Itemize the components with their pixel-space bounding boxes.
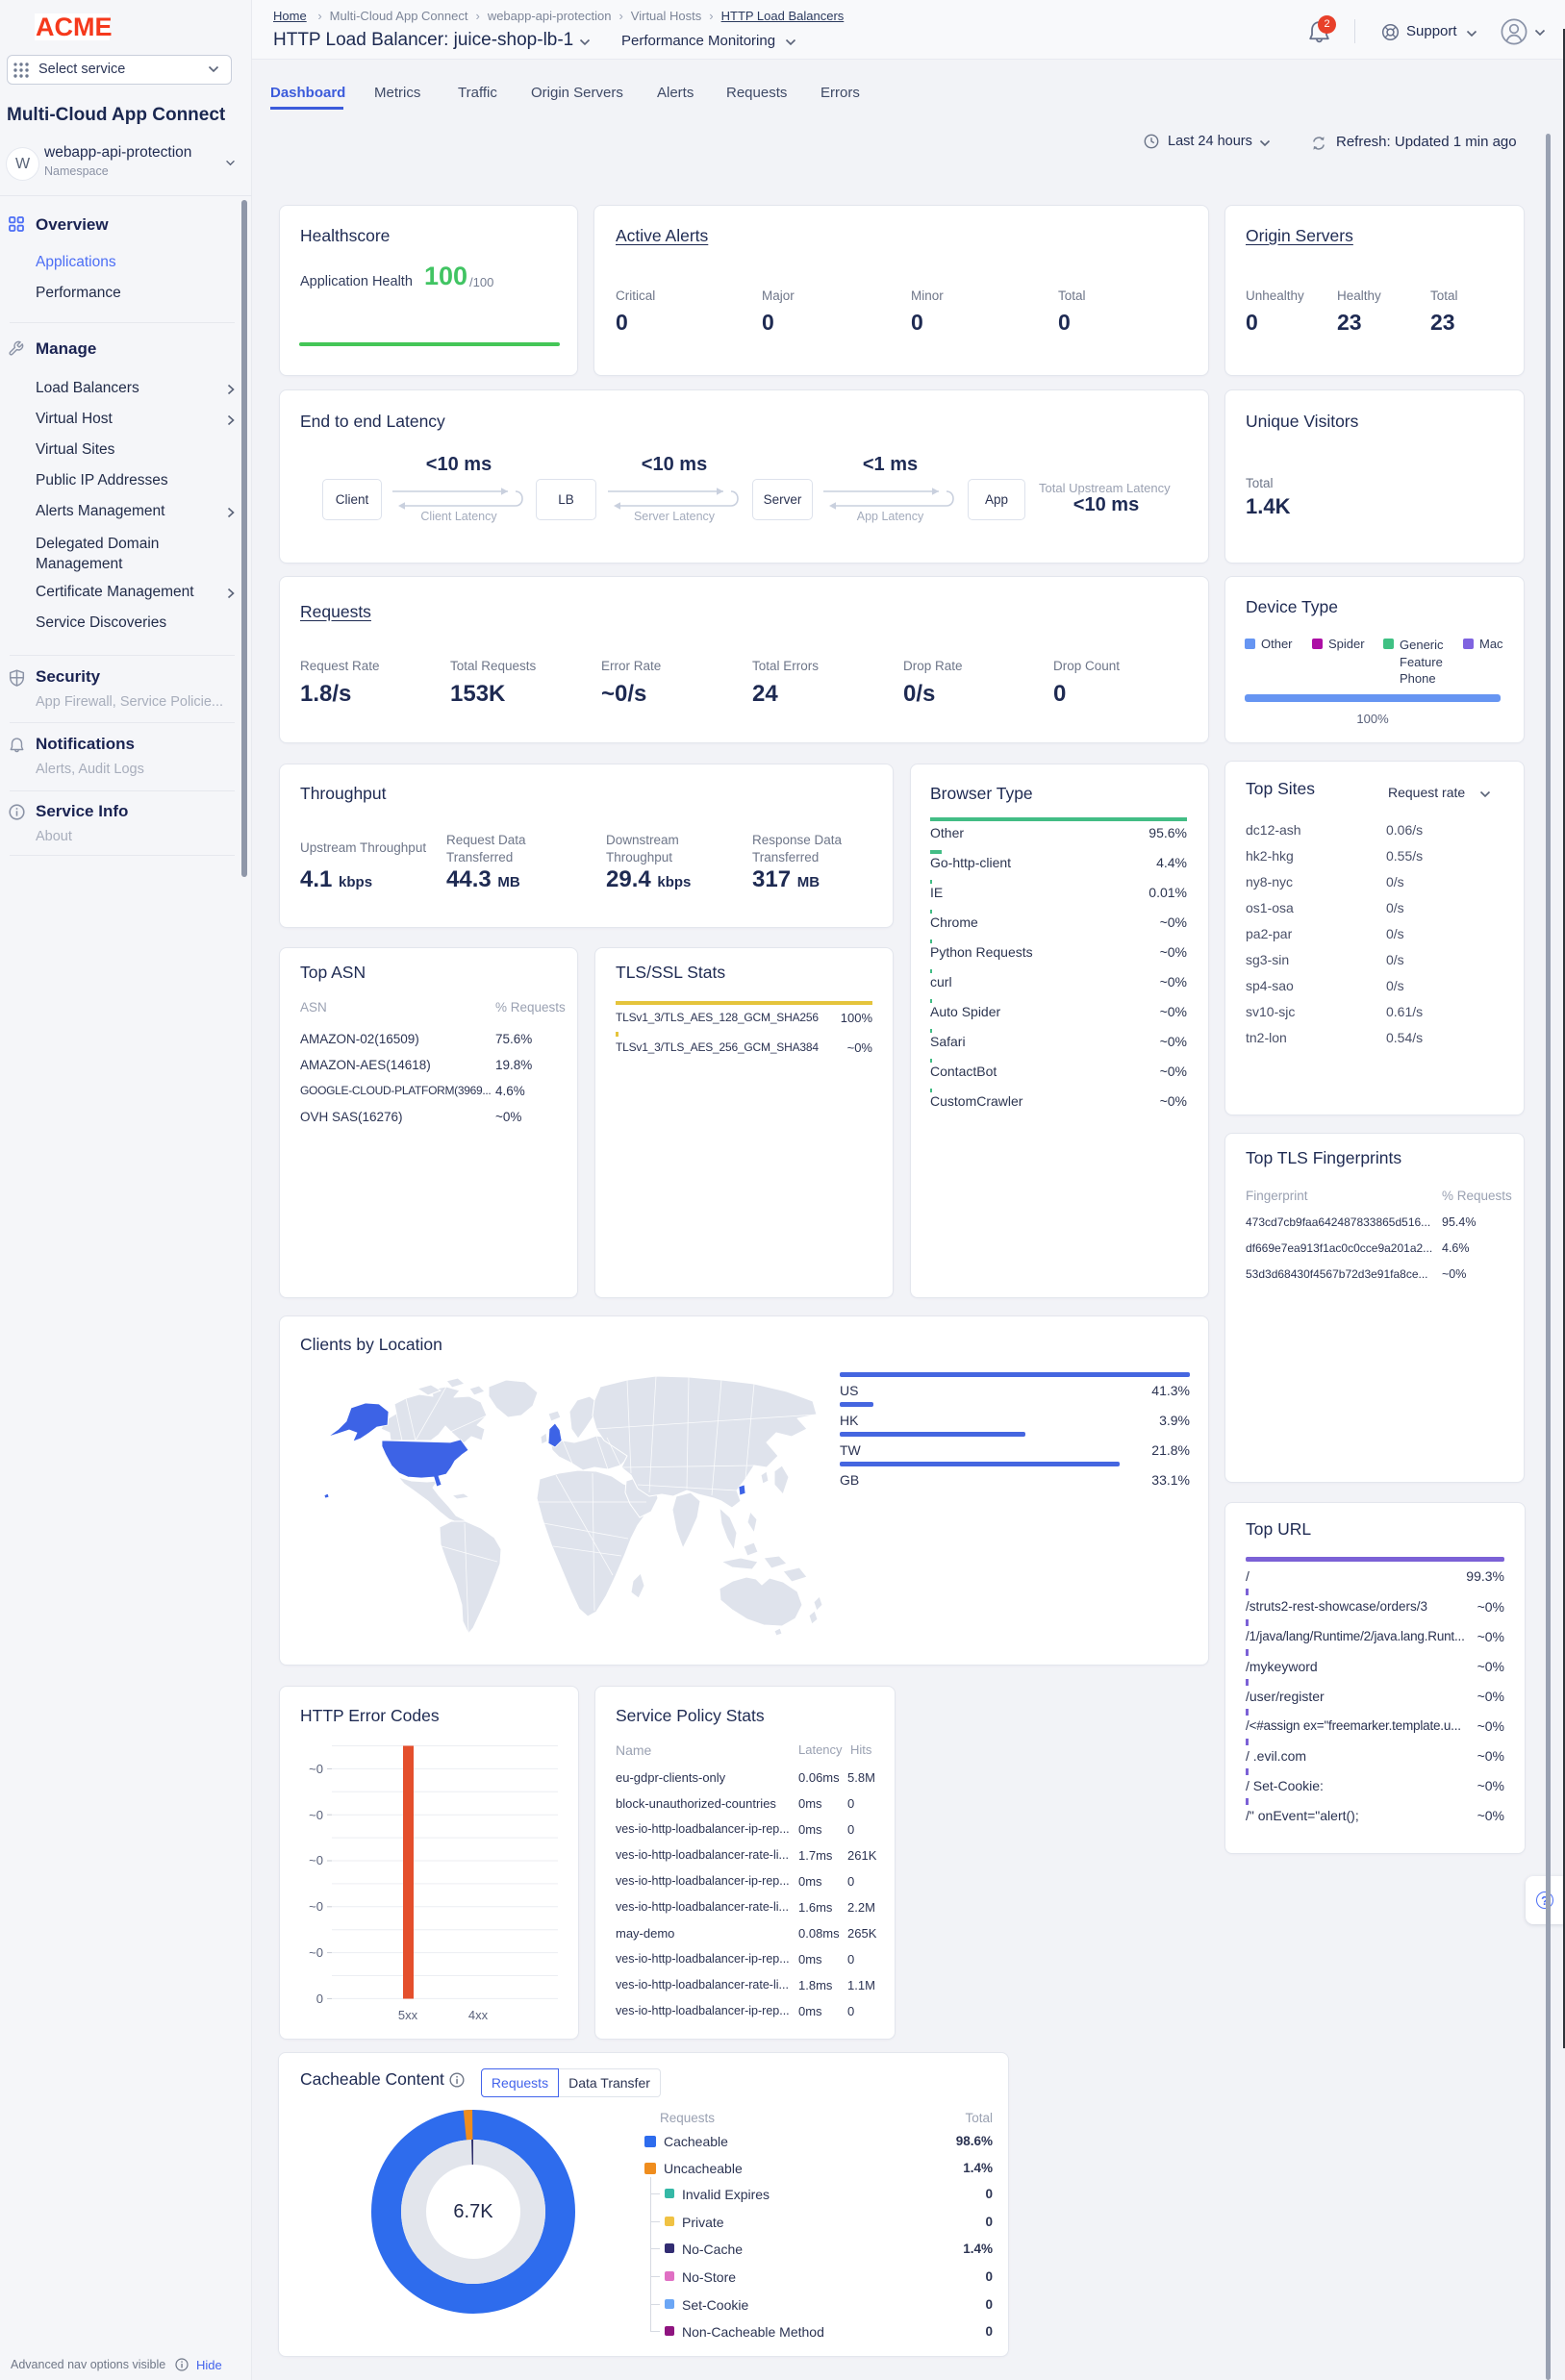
svg-text:~0: ~0 (309, 1853, 323, 1867)
svg-text:~0: ~0 (309, 1899, 323, 1914)
svg-text:0: 0 (316, 1992, 323, 2006)
svg-text:5xx: 5xx (398, 2008, 418, 2022)
svg-text:~0: ~0 (309, 1945, 323, 1960)
svg-text:~0: ~0 (309, 1808, 323, 1822)
svg-text:4xx: 4xx (468, 2008, 489, 2022)
svg-text:~0: ~0 (309, 1762, 323, 1776)
